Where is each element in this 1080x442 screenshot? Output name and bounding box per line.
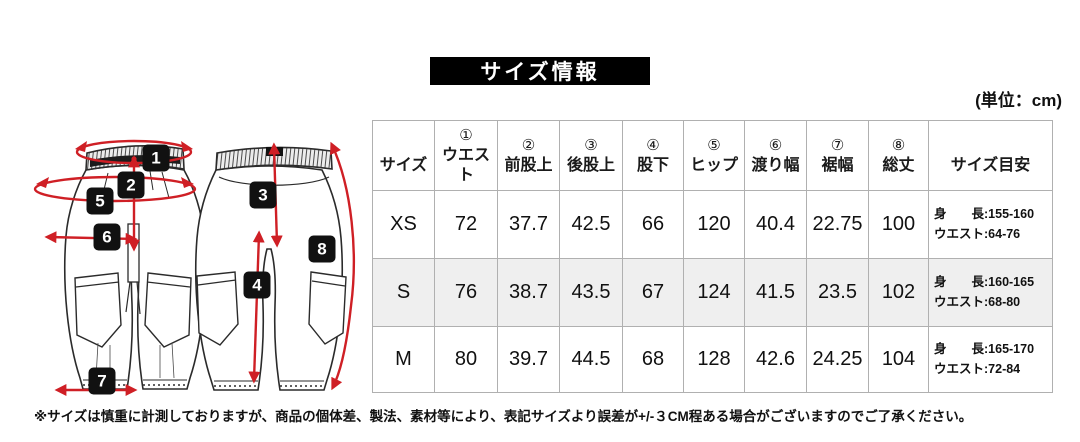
value-cell: 68 [622,326,684,393]
column-header: ① ウエスト [434,120,498,191]
footnote: ※サイズは慎重に計測しておりますが、商品の個体差、製法、素材等により、表記サイズ… [34,409,973,424]
column-header: ⑦ 裾幅 [806,120,869,191]
value-cell: 104 [868,326,929,393]
table-row: XS 72 37.7 42.5 66 120 40.4 22.75 100 身 長:155-160… [372,190,1053,259]
measure-badge-5: 5 [86,187,114,215]
measure-badge-4: 4 [243,271,271,299]
value-cell: 41.5 [744,258,807,327]
value-cell: 66 [622,190,684,259]
value-cell: 120 [683,190,745,259]
value-cell: 100 [868,190,929,259]
value-cell: 43.5 [559,258,623,327]
measure-badge-8: 8 [308,235,336,263]
measure-badge-6: 6 [93,223,121,251]
size-guide-cell: 身 長:165-170 ウエスト:72-84 [928,326,1053,393]
size-guide-cell: 身 長:155-160 ウエスト:64-76 [928,190,1053,259]
size-cell: S [372,258,435,327]
pants-illustration-svg [33,139,355,396]
column-header: ⑧ 総丈 [868,120,929,191]
column-header: ⑥ 渡り幅 [744,120,807,191]
section-title-banner: サイズ情報 [430,57,650,85]
column-header: ② 前股上 [497,120,560,191]
value-cell: 67 [622,258,684,327]
size-cell: M [372,326,435,393]
front-measure-annotations [33,139,197,396]
value-cell: 80 [434,326,498,393]
measure-badge-7: 7 [88,367,116,395]
value-cell: 128 [683,326,745,393]
value-cell: 39.7 [497,326,560,393]
value-cell: 23.5 [806,258,869,327]
column-header: ④ 股下 [622,120,684,191]
column-header: ⑤ ヒップ [683,120,745,191]
unit-label: (単位：cm) [975,91,1062,110]
section-title: サイズ情報 [480,61,600,84]
measure-badge-3: 3 [249,181,277,209]
value-cell: 22.75 [806,190,869,259]
column-header: ③ 後股上 [559,120,623,191]
size-table: サイズ ① ウエスト ② 前股上 ③ 後股上 ④ 股下 ⑤ ヒップ ⑥ 渡り幅 ⑦ 裾幅 ⑧ 総丈 サイズ目安 X… [372,120,1053,393]
table-row: S 76 38.7 43.5 67 124 41.5 23.5 102 身 長:160-165 ウエ… [372,258,1053,327]
column-header: サイズ [372,120,435,191]
size-guide-cell: 身 長:160-165 ウエスト:68-80 [928,258,1053,327]
size-table-body: XS 72 37.7 42.5 66 120 40.4 22.75 100 身 長:155-160… [372,190,1053,393]
size-cell: XS [372,190,435,259]
measure-badge-1: 1 [142,144,170,172]
value-cell: 76 [434,258,498,327]
column-header: サイズ目安 [928,120,1053,191]
value-cell: 72 [434,190,498,259]
value-cell: 24.25 [806,326,869,393]
value-cell: 40.4 [744,190,807,259]
table-row: M 80 39.7 44.5 68 128 42.6 24.25 104 身 長:165-170 ウ… [372,326,1053,393]
size-table-header-row: サイズ ① ウエスト ② 前股上 ③ 後股上 ④ 股下 ⑤ ヒップ ⑥ 渡り幅 ⑦ 裾幅 ⑧ 総丈 サイズ目安 [372,120,1053,191]
value-cell: 102 [868,258,929,327]
value-cell: 38.7 [497,258,560,327]
value-cell: 44.5 [559,326,623,393]
value-cell: 37.7 [497,190,560,259]
measure-badge-2: 2 [117,171,145,199]
value-cell: 124 [683,258,745,327]
value-cell: 42.5 [559,190,623,259]
value-cell: 42.6 [744,326,807,393]
